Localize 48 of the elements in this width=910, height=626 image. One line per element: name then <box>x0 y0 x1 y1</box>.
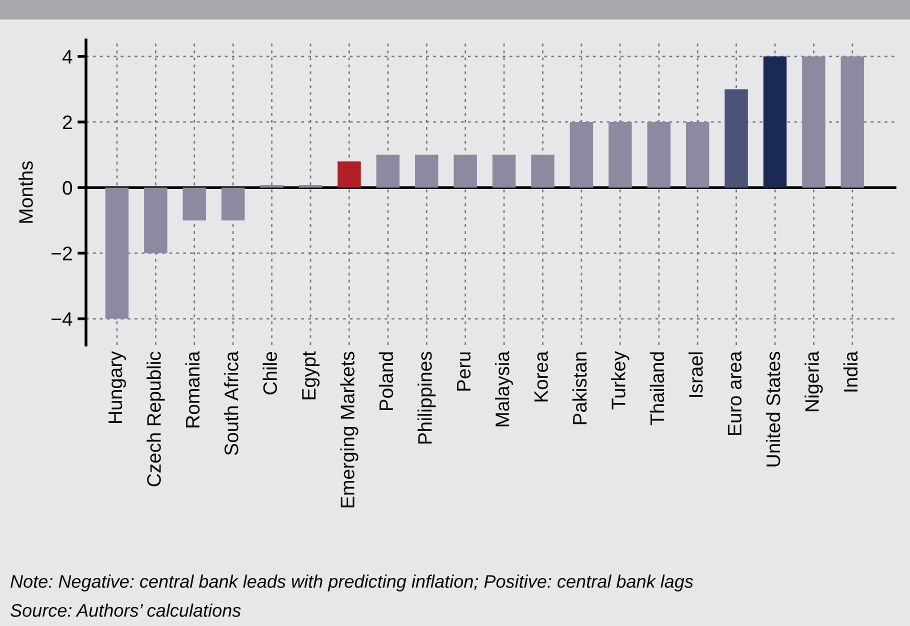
bar <box>376 154 400 188</box>
x-tick-label: Philippines <box>418 352 436 444</box>
bar <box>570 122 594 188</box>
x-tick-label: Turkey <box>611 351 630 410</box>
x-tick-label: Egypt <box>302 351 320 400</box>
x-tick-label: Hungary <box>108 351 126 423</box>
x-tick-label: Korea <box>534 351 548 402</box>
y-tick-label: 0 <box>62 181 72 195</box>
x-tick-label: Czech Republic <box>146 352 165 486</box>
bar <box>531 154 554 188</box>
y-tick-label: 2 <box>62 115 72 130</box>
x-tick-label: South Africa <box>224 351 238 456</box>
bar <box>182 188 206 220</box>
bar <box>338 161 361 188</box>
y-tick-label: −2 <box>52 246 72 260</box>
bar <box>724 89 748 188</box>
bar <box>840 56 864 188</box>
bar <box>298 184 322 188</box>
x-tick-label: Euro area <box>728 351 742 435</box>
x-tick-label: Pakistan <box>572 352 587 424</box>
bar <box>144 188 168 254</box>
source-note: Source: Authors’ calculations <box>10 604 241 617</box>
x-tick-label: Malaysia <box>494 351 514 426</box>
bar <box>608 122 632 188</box>
bar <box>763 56 787 188</box>
x-tick-label: Romania <box>185 351 200 428</box>
x-tick-label: Nigeria <box>804 351 823 412</box>
x-tick-label: Israel <box>688 352 703 397</box>
x-tick-label: India <box>843 351 858 392</box>
bar <box>221 188 245 220</box>
y-axis-title: Months <box>18 161 33 223</box>
x-tick-label: Peru <box>456 352 471 391</box>
x-tick-label: Emerging Markets <box>340 352 358 508</box>
text: Note: Negative: central bank leads with predicting inflation; Positive: central bank lags <box>10 574 694 592</box>
bar <box>105 188 129 319</box>
y-tick-label: −4 <box>52 312 72 326</box>
bar <box>260 184 284 188</box>
x-tick-label: Chile <box>262 352 278 394</box>
bar <box>647 122 670 188</box>
y-tick-label: 4 <box>62 50 72 64</box>
x-tick-label: United States <box>766 352 780 466</box>
bar <box>686 122 710 188</box>
x-tick-label: Thailand <box>650 352 664 426</box>
bar <box>415 154 438 188</box>
bar <box>492 154 516 188</box>
x-tick-label: Poland <box>378 352 394 410</box>
bar <box>454 154 477 188</box>
bar <box>802 56 826 188</box>
